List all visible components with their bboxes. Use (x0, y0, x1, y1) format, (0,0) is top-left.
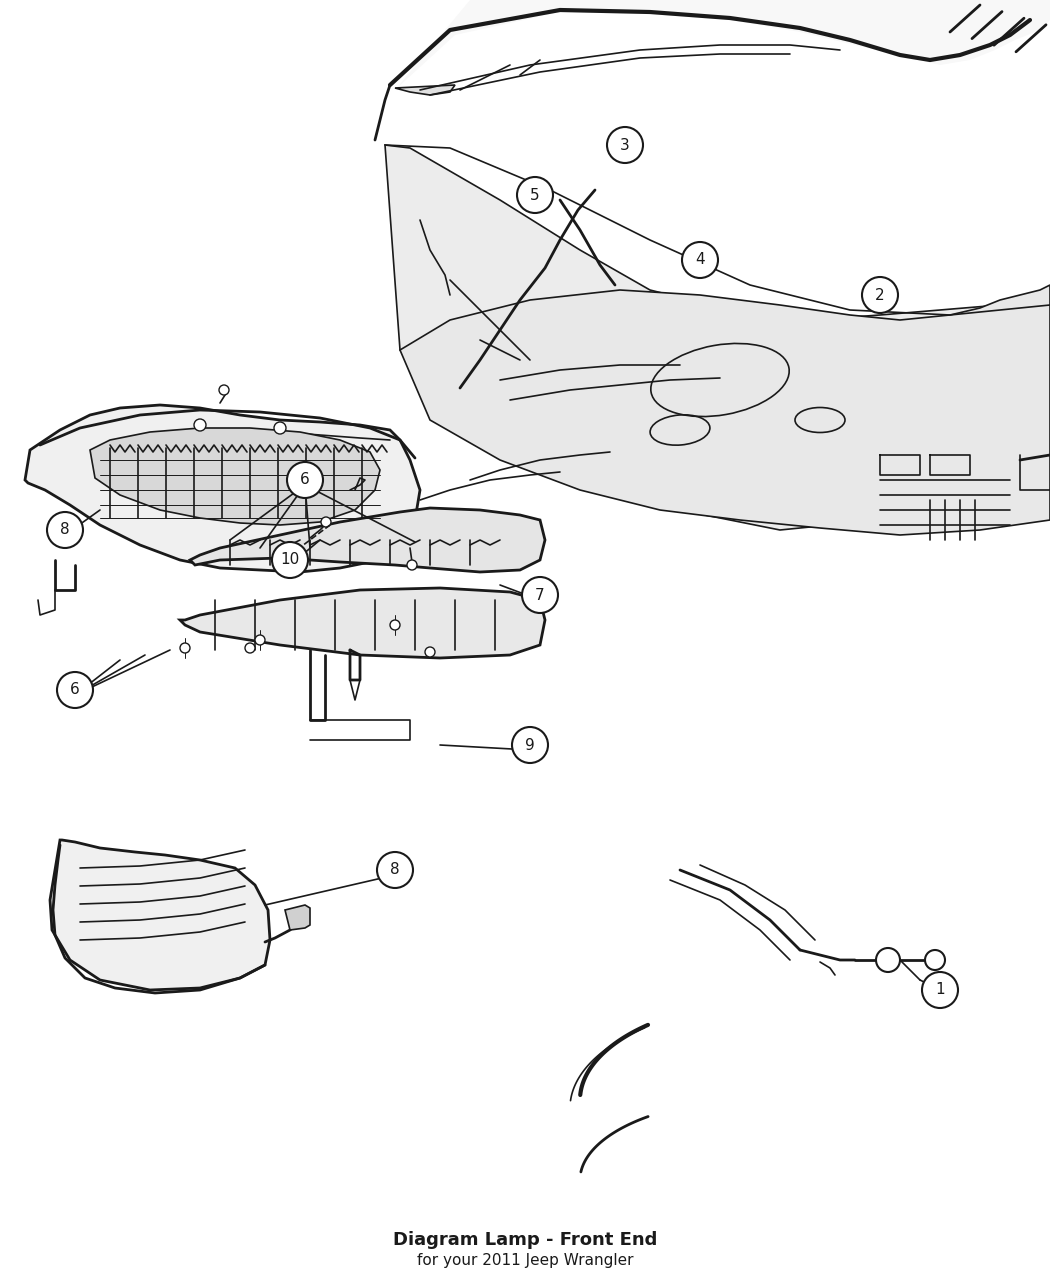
Circle shape (925, 950, 945, 970)
Circle shape (321, 516, 331, 527)
Circle shape (390, 620, 400, 630)
Text: 8: 8 (60, 523, 69, 538)
Circle shape (274, 422, 286, 434)
Polygon shape (385, 145, 1050, 530)
Circle shape (194, 419, 206, 431)
Text: 9: 9 (525, 737, 534, 752)
Polygon shape (285, 905, 310, 929)
Text: 5: 5 (530, 187, 540, 203)
Circle shape (245, 643, 255, 653)
Text: Diagram Lamp - Front End: Diagram Lamp - Front End (393, 1230, 657, 1250)
Text: 6: 6 (300, 473, 310, 487)
Text: 8: 8 (391, 862, 400, 877)
Circle shape (862, 277, 898, 312)
Circle shape (57, 672, 93, 708)
Text: 1: 1 (936, 983, 945, 997)
Circle shape (377, 852, 413, 887)
Circle shape (255, 635, 265, 645)
Polygon shape (180, 588, 545, 658)
Circle shape (219, 385, 229, 395)
Polygon shape (400, 286, 1050, 536)
Circle shape (517, 177, 553, 213)
Circle shape (407, 560, 417, 570)
Circle shape (287, 462, 323, 499)
Polygon shape (50, 840, 270, 989)
Circle shape (47, 513, 83, 548)
Circle shape (682, 242, 718, 278)
Circle shape (922, 972, 958, 1009)
Polygon shape (395, 85, 455, 96)
Circle shape (876, 949, 900, 972)
Text: 6: 6 (70, 682, 80, 697)
Circle shape (522, 578, 558, 613)
Text: 2: 2 (876, 287, 885, 302)
Text: for your 2011 Jeep Wrangler: for your 2011 Jeep Wrangler (417, 1252, 633, 1267)
Circle shape (607, 128, 643, 163)
Text: 7: 7 (536, 588, 545, 603)
Polygon shape (25, 405, 420, 572)
Text: 10: 10 (280, 552, 299, 567)
Circle shape (512, 727, 548, 762)
Circle shape (180, 643, 190, 653)
Polygon shape (395, 0, 1050, 91)
Text: 3: 3 (621, 138, 630, 153)
Circle shape (272, 542, 308, 578)
Text: 4: 4 (695, 252, 705, 268)
Polygon shape (90, 428, 380, 525)
Circle shape (425, 646, 435, 657)
Polygon shape (190, 507, 545, 572)
